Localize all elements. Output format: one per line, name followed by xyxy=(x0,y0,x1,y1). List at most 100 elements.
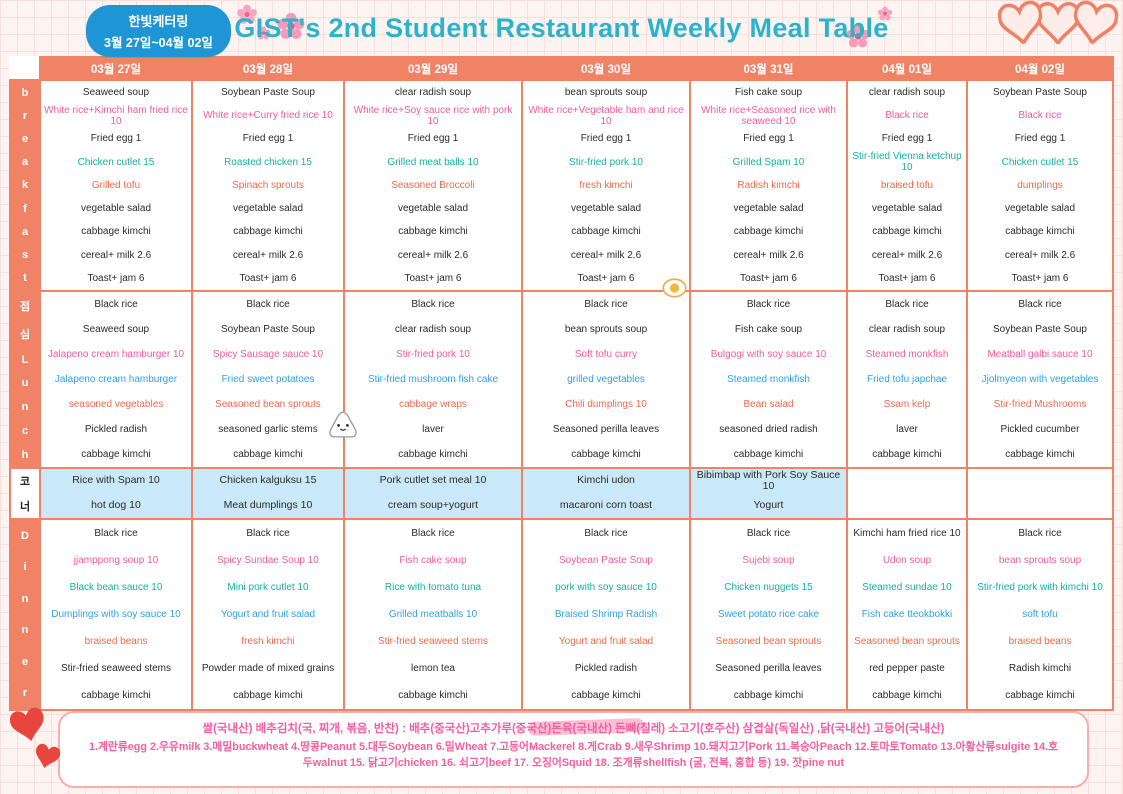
menu-item: Yogurt xyxy=(753,498,784,511)
label-letter: h xyxy=(21,448,29,461)
menu-item: White rice+Vegetable ham and rice 10 xyxy=(528,104,684,127)
menu-item: White rice+Curry fried rice 10 xyxy=(203,110,333,122)
label-letter: u xyxy=(21,377,29,390)
corner-cell-2: Pork cutlet set meal 10 cream soup+yogurt xyxy=(343,467,523,520)
menu-item: Toast+ jam 6 xyxy=(577,272,635,284)
menu-item: Rice with Spam 10 xyxy=(72,474,160,487)
menu-item: cereal+ milk 2.6 xyxy=(397,249,469,261)
menu-item: cabbage kimchi xyxy=(571,226,641,238)
menu-item: Stir-fried Vienna ketchup 10 xyxy=(852,151,962,174)
menu-item: Stir-fried seaweed stems xyxy=(377,635,489,647)
menu-item: cereal+ milk 2.6 xyxy=(232,249,304,261)
lunch-cell-3: Black rice bean sprouts soup Soft tofu cur… xyxy=(521,290,691,469)
menu-item: Pork cutlet set meal 10 xyxy=(379,474,487,487)
menu-item: Grilled tofu xyxy=(91,179,141,191)
menu-item: Black rice xyxy=(246,298,290,310)
label-letter: n xyxy=(21,401,29,414)
menu-item: Sujebi soup xyxy=(742,554,795,566)
menu-item: jjamppong soup 10 xyxy=(73,554,159,566)
menu-item: Jalapeno cream hamburger xyxy=(54,373,178,385)
menu-item: Yogurt and fruit salad xyxy=(220,608,316,620)
menu-item: Ssam kelp xyxy=(883,398,931,410)
label-letter: b xyxy=(21,86,29,99)
menu-item: Seasoned bean sprouts xyxy=(854,635,960,647)
dinner-cell-5: Kimchi ham fried rice 10 Udon soup Steamed… xyxy=(846,518,968,711)
menu-item: grilled vegetables xyxy=(567,373,645,385)
dinner-cell-4: Black rice Sujebi soup Chicken nuggets 15 S… xyxy=(689,518,848,711)
corner-cell-6 xyxy=(966,467,1114,520)
breakfast-cell-3: bean sprouts soup White rice+Vegetable ha… xyxy=(521,79,691,292)
menu-item: vegetable salad xyxy=(570,203,642,215)
menu-item: Stir-fried pork 10 xyxy=(569,156,643,168)
lunch-cell-6: Black rice Soybean Paste Soup Meatball gal… xyxy=(966,290,1114,469)
breakfast-cell-0: Seaweed soup White rice+Kimchi ham fried … xyxy=(39,79,193,292)
corner-cell-4: Bibimbap with Pork Soy Sauce 10 Yogurt xyxy=(689,467,848,520)
breakfast-cell-5: clear radish soup Black rice Fried egg 1 St… xyxy=(846,79,968,292)
menu-item: Fried egg 1 xyxy=(580,133,632,145)
label-letter: t xyxy=(23,272,27,285)
menu-item: cabbage kimchi xyxy=(733,226,804,238)
label-letter: i xyxy=(23,561,27,574)
menu-item: Steamed monkfish xyxy=(727,373,810,385)
menu-item: Soybean Paste Soup xyxy=(221,323,315,335)
label-letter: r xyxy=(22,687,28,700)
menu-item: cabbage kimchi xyxy=(81,226,151,238)
menu-item: clear radish soup xyxy=(394,87,472,99)
lunch-cell-2: Black rice clear radish soup Stir-fried po… xyxy=(343,290,523,469)
menu-item: cabbage kimchi xyxy=(81,689,151,701)
label-letter: f xyxy=(23,202,27,215)
menu-item: clear radish soup xyxy=(868,87,946,99)
menu-item: cabbage kimchi xyxy=(81,448,151,460)
menu-item: lemon tea xyxy=(411,662,455,674)
menu-item: cabbage kimchi xyxy=(733,448,804,460)
flower-icon xyxy=(276,12,306,47)
menu-item: Black rice xyxy=(411,298,455,310)
menu-item: Black rice xyxy=(411,527,455,539)
header-blank-cell xyxy=(10,57,40,80)
label-letter: 점 xyxy=(19,300,31,313)
menu-item: White rice+Soy sauce rice with pork 10 xyxy=(353,104,513,127)
menu-item: vegetable salad xyxy=(232,203,304,215)
menu-item: Fish cake tteokbokki xyxy=(861,608,953,620)
date-header-4: 03월 31일 xyxy=(689,56,848,81)
label-letter: 너 xyxy=(19,500,31,513)
menu-item: Steamed monkfish xyxy=(865,348,949,360)
label-letter: L xyxy=(21,353,29,366)
menu-item: Seasoned bean sprouts xyxy=(215,398,321,410)
menu-item: Pickled radish xyxy=(574,662,638,674)
menu-item: Stir-fried Mushrooms xyxy=(993,398,1087,410)
menu-item: vegetable salad xyxy=(397,203,469,215)
menu-item: Chicken cutlet 15 xyxy=(1001,156,1079,168)
menu-item: Toast+ jam 6 xyxy=(740,272,797,284)
menu-item: Soybean Paste Soup xyxy=(993,323,1087,335)
menu-item: Toast+ jam 6 xyxy=(87,272,145,284)
menu-item: cabbage kimchi xyxy=(398,448,468,460)
menu-item: Spicy Sausage sauce 10 xyxy=(212,348,324,360)
menu-item: cabbage kimchi xyxy=(872,226,942,238)
menu-item: Dumplings with soy sauce 10 xyxy=(51,608,181,620)
menu-item: Kimchi udon xyxy=(577,474,635,487)
menu-item: soft tofu xyxy=(1022,608,1058,620)
menu-item: Bean salad xyxy=(743,398,794,410)
menu-item: clear radish soup xyxy=(394,323,472,335)
menu-item: bean sprouts soup xyxy=(564,323,648,335)
lunch-cell-0: Black rice Seaweed soup Jalapeno cream ham… xyxy=(39,290,193,469)
menu-item: cabbage kimchi xyxy=(1005,226,1075,238)
allergen-info: 1.계란류egg 2.우유milk 3.메밀buckwheat 4.땅콩Pean… xyxy=(88,741,1059,770)
menu-item: Black rice xyxy=(584,527,628,539)
menu-item: Bulgogi with soy sauce 10 xyxy=(710,348,827,360)
menu-item: Fish cake soup xyxy=(734,323,803,335)
menu-item: Jalapeno cream hamburger 10 xyxy=(47,348,185,360)
menu-item: Fried egg 1 xyxy=(743,133,794,145)
menu-item: Udon soup xyxy=(882,554,932,566)
fried-egg-icon xyxy=(662,277,687,304)
menu-item: Fish cake soup xyxy=(399,554,467,566)
menu-item: Soybean Paste Soup xyxy=(559,554,653,566)
menu-item: Toast+ jam 6 xyxy=(1011,272,1069,284)
menu-item: Black rice xyxy=(94,527,138,539)
menu-item: Jjolmyeon with vegetables xyxy=(981,373,1099,385)
